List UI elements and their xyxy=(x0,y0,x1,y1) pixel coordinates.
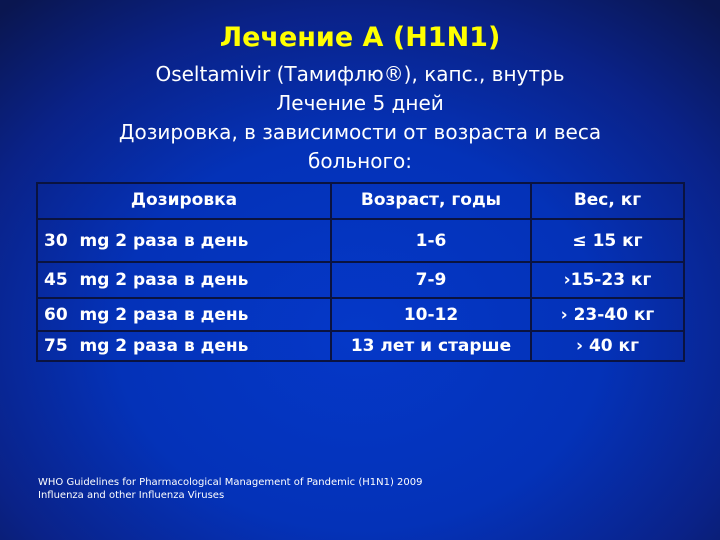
cell-age: 1-6 xyxy=(330,218,532,263)
cell-dosage: 45 mg 2 раза в день xyxy=(36,261,332,299)
table-row: 30 mg 2 раза в день 1-6 ≤ 15 кг xyxy=(36,218,685,263)
cell-dosage: 60 mg 2 раза в день xyxy=(36,297,332,332)
slide-title: Лечение А (H1N1) xyxy=(219,22,501,53)
subtitle-line: Лечение 5 дней xyxy=(276,91,444,115)
dosage-table: Дозировка Возраст, годы Вес, кг 30 mg 2 … xyxy=(36,182,685,362)
subtitle-line: Oseltamivir (Тамифлю®), капс., внутрь xyxy=(155,62,565,86)
cell-dosage: 30 mg 2 раза в день xyxy=(36,218,332,263)
source-line: WHO Guidelines for Pharmacological Manag… xyxy=(38,477,423,488)
subtitle-line: больного: xyxy=(308,149,412,173)
table-row: 45 mg 2 раза в день 7-9 ›15-23 кг xyxy=(36,261,685,299)
cell-age: 10-12 xyxy=(330,297,532,332)
cell-weight: ›15-23 кг xyxy=(530,261,685,299)
subtitle-line: Дозировка, в зависимости от возраста и в… xyxy=(118,120,602,144)
table-row: 75 mg 2 раза в день 13 лет и старше › 40… xyxy=(36,330,685,362)
cell-weight: ≤ 15 кг xyxy=(530,218,685,263)
cell-weight: › 23-40 кг xyxy=(530,297,685,332)
cell-age: 7-9 xyxy=(330,261,532,299)
table-row: 60 mg 2 раза в день 10-12 › 23-40 кг xyxy=(36,297,685,332)
header-dosage: Дозировка xyxy=(36,182,332,220)
cell-age: 13 лет и старше xyxy=(330,330,532,362)
cell-dosage: 75 mg 2 раза в день xyxy=(36,330,332,362)
header-age: Возраст, годы xyxy=(330,182,532,220)
header-weight: Вес, кг xyxy=(530,182,685,220)
table-header-row: Дозировка Возраст, годы Вес, кг xyxy=(36,182,685,220)
cell-weight: › 40 кг xyxy=(530,330,685,362)
subtitle: Oseltamivir (Тамифлю®), капс., внутрь Ле… xyxy=(0,60,720,176)
source-line: Influenza and other Influenza Viruses xyxy=(38,490,225,501)
source-citation: WHO Guidelines for Pharmacological Manag… xyxy=(38,476,422,502)
